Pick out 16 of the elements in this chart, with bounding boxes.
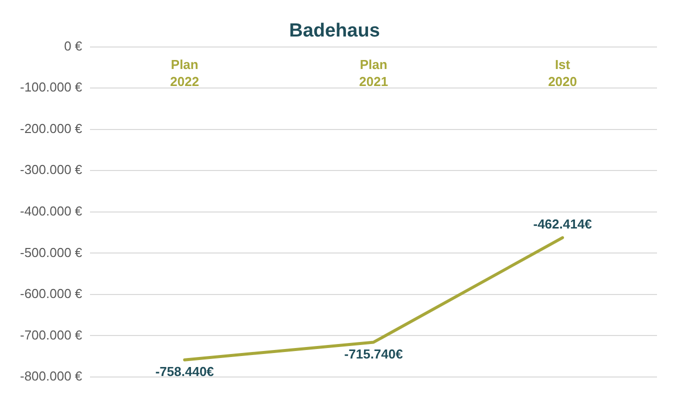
y-tick-label: -800.000 € [20,368,83,384]
chart-title: Badehaus [289,20,380,42]
y-tick-label: -700.000 € [20,327,83,342]
y-tick-label: -200.000 € [20,120,83,136]
data-label: -462.414€ [533,216,592,232]
y-tick-label: -500.000 € [20,244,83,260]
data-label: -758.440€ [155,364,214,379]
x-tick-label: Plan 2022 [170,56,200,89]
y-tick-label: 0 € [64,38,83,54]
x-tick-label: Ist 2020 [548,56,577,89]
y-tick-label: -100.000 € [20,80,83,95]
y-tick-label: -300.000 € [20,162,83,178]
x-tick-label: Plan 2021 [359,56,388,89]
y-tick-label: -400.000 € [20,203,83,218]
y-tick-label: -600.000 € [20,286,83,302]
data-label: -715.740€ [344,346,403,362]
